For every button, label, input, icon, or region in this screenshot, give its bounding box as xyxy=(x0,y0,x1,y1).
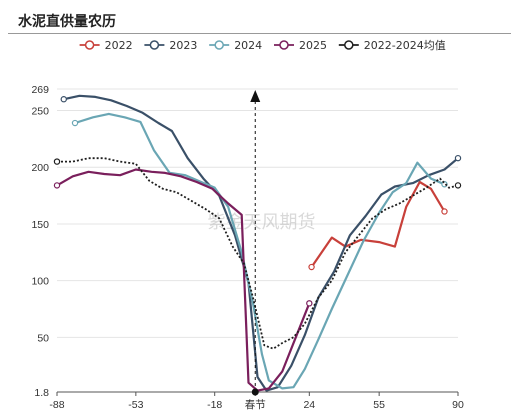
spring-festival-marker-dot xyxy=(251,388,259,396)
legend-label-2022: 2022 xyxy=(105,39,133,52)
legend-marker-2024 xyxy=(214,40,224,50)
x-tick-label-6: 90 xyxy=(452,399,464,411)
series-point-2025-start xyxy=(53,182,61,189)
series-point-2022-2024均值-end xyxy=(454,182,462,189)
y-tick-label-4: 200 xyxy=(31,162,49,174)
series-point-2025-end xyxy=(306,300,313,307)
series-point-2022-start xyxy=(308,263,315,271)
legend-label-2023: 2023 xyxy=(169,39,197,52)
marker-arrow-icon xyxy=(250,90,261,102)
series-line-2022 xyxy=(310,180,446,268)
x-tick-label-5: 55 xyxy=(373,399,385,411)
y-tick-label-0: 1.8 xyxy=(34,387,49,399)
chart-title: 水泥直供量农历 xyxy=(18,14,116,30)
series-point-2024-start xyxy=(71,119,79,127)
series-line-2024 xyxy=(74,112,445,390)
x-tick-label-2: -18 xyxy=(207,399,222,411)
legend-label-2022-2024均值: 2022-2024均值 xyxy=(364,39,446,52)
series-point-2023-end xyxy=(454,154,462,162)
series-point-2022-2024均值-start xyxy=(53,158,61,165)
series-point-2023-start xyxy=(60,96,67,103)
series-line-2023 xyxy=(63,94,459,392)
legend-marker-2022 xyxy=(84,40,95,50)
y-tick-label-1: 50 xyxy=(37,332,49,344)
legend-label-2025: 2025 xyxy=(299,39,327,52)
series-point-2022-end xyxy=(441,208,448,215)
x-tick-label-1: -53 xyxy=(128,399,143,411)
legend-label-2024: 2024 xyxy=(234,39,262,52)
watermark-text: 紫金天风期货 xyxy=(208,212,316,233)
legend-marker-2025 xyxy=(279,40,289,50)
y-tick-label-5: 250 xyxy=(31,106,49,118)
x-tick-label-0: -88 xyxy=(49,399,64,411)
x-tick-label-4: 24 xyxy=(303,399,315,411)
x-tick-label-3: 春节 xyxy=(245,399,266,411)
series-line-2025 xyxy=(56,168,311,392)
title-divider xyxy=(8,33,511,34)
legend-marker-2022-2024均值 xyxy=(344,40,354,50)
y-tick-label-6: 269 xyxy=(31,84,49,96)
legend-marker-2023 xyxy=(149,40,160,50)
y-tick-label-3: 150 xyxy=(31,219,49,231)
y-tick-label-2: 100 xyxy=(31,276,49,288)
